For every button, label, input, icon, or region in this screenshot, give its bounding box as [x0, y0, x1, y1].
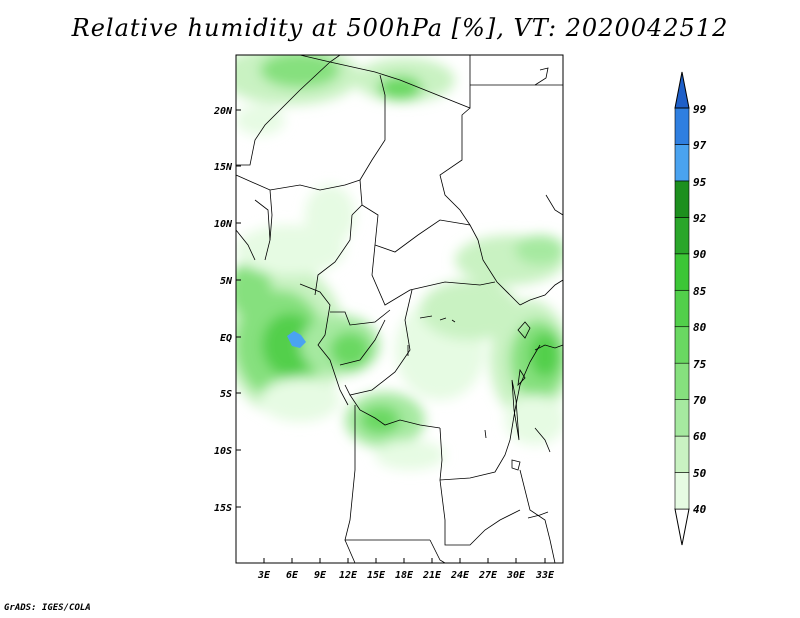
colorbar-label: 40: [693, 503, 707, 516]
map-title: Relative humidity at 500hPa [%], VT: 202…: [71, 14, 729, 42]
colorbar-box: [674, 253, 690, 291]
colorbar-label: 97: [693, 139, 707, 152]
colorbar-label: 92: [693, 212, 707, 225]
colorbar-label: 80: [693, 321, 707, 334]
colorbar: 40 50 60 70 75 80 85 90 92 95 97 99: [674, 71, 707, 546]
lon-label: 30E: [506, 570, 526, 581]
colorbar-upper-arrow: [674, 71, 690, 109]
colorbar-label: 75: [693, 358, 707, 371]
lat-ticks: [236, 109, 241, 508]
colorbar-box: [674, 399, 690, 437]
colorbar-label: 60: [693, 430, 707, 443]
colorbar-label: 95: [693, 176, 707, 189]
grads-credit: GrADS: IGES/COLA: [4, 603, 91, 613]
map-frame: [235, 54, 564, 564]
lat-label: 10N: [214, 219, 233, 230]
colorbar-box: [674, 472, 690, 510]
country-borders: [235, 54, 564, 564]
lon-label: 33E: [535, 570, 555, 581]
lon-label: 18E: [395, 570, 414, 581]
lon-labels: 3E 6E 9E 12E 15E 18E 21E 24E 27E 30E 33E: [257, 570, 555, 581]
colorbar-box: [674, 180, 690, 218]
colorbar-labels: 40 50 60 70 75 80 85 90 92 95 97 99: [693, 103, 707, 516]
lon-label: 15E: [367, 570, 386, 581]
colorbar-box: [674, 435, 690, 473]
lon-label: 21E: [422, 570, 442, 581]
colorbar-box: [674, 362, 690, 400]
lat-label: 20N: [213, 106, 233, 117]
lon-label: 12E: [339, 570, 358, 581]
lon-label: 6E: [286, 570, 299, 581]
lat-label: EQ: [220, 333, 232, 344]
lon-label: 27E: [478, 570, 498, 581]
lat-label: 5N: [220, 276, 233, 287]
colorbar-label: 70: [693, 394, 707, 407]
colorbar-label: 85: [693, 285, 707, 298]
lon-label: 3E: [257, 570, 271, 581]
colorbar-box: [674, 144, 690, 182]
colorbar-box: [674, 326, 690, 364]
lat-label: 10S: [214, 446, 232, 457]
lon-label: 24E: [450, 570, 470, 581]
colorbar-lower-arrow: [674, 508, 690, 546]
lat-label: 5S: [220, 389, 232, 400]
lat-labels: 20N 15N 10N 5N EQ 5S 10S 15S: [213, 106, 233, 514]
lon-ticks: [263, 558, 546, 563]
humidity-shading: [236, 55, 563, 470]
lon-label: 9E: [314, 570, 327, 581]
colorbar-box: [674, 217, 690, 255]
colorbar-label: 50: [693, 467, 707, 480]
colorbar-box: [674, 107, 690, 145]
colorbar-label: 99: [693, 103, 707, 116]
colorbar-label: 90: [693, 248, 707, 261]
colorbar-box: [674, 289, 690, 328]
lakes: [407, 67, 551, 519]
lat-label: 15N: [214, 162, 233, 173]
lat-label: 15S: [214, 503, 232, 514]
